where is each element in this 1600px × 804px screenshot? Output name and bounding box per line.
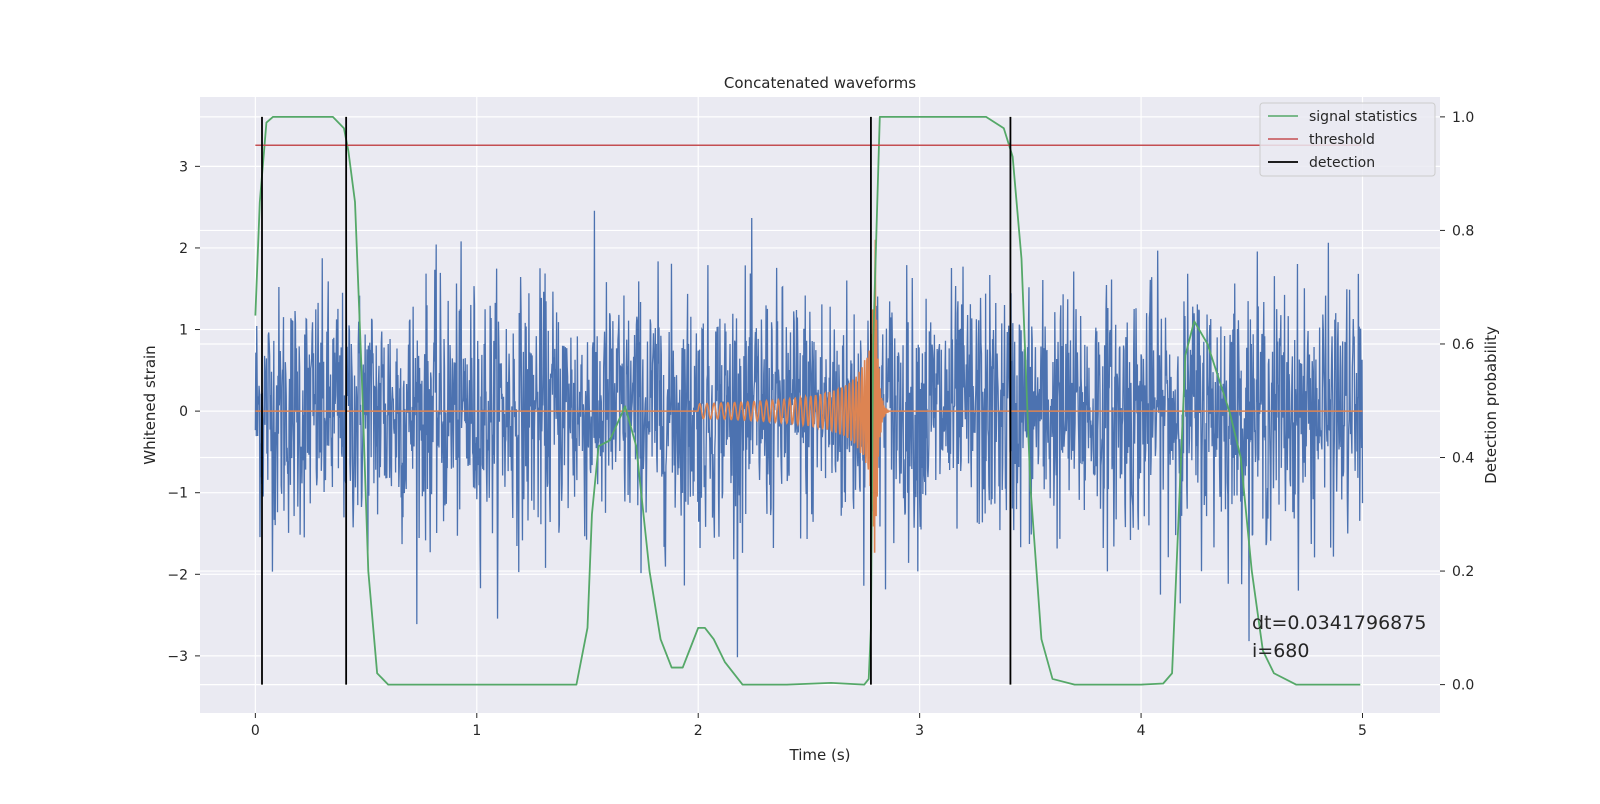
y2-tick-label: 0.8 (1452, 223, 1474, 239)
legend-label-detection: detection (1309, 155, 1375, 171)
legend-label-signal-statistics: signal statistics (1309, 109, 1417, 125)
annotation-line-1: dt=0.0341796875 (1252, 612, 1426, 634)
annotation-text: dt=0.0341796875 i=680 (1252, 612, 1433, 662)
x-tick-label: 2 (694, 723, 703, 739)
signal-statistics-line (254, 115, 1361, 686)
y2-tick-label: 0.6 (1452, 337, 1474, 353)
x-axis-label: Time (s) (789, 746, 851, 764)
x-tick-label: 4 (1137, 723, 1146, 739)
x-tick-label: 0 (251, 723, 260, 739)
y-tick-label: −2 (167, 567, 188, 583)
y-tick-label: 2 (179, 241, 188, 257)
y2-tick-label: 1.0 (1452, 110, 1474, 126)
y-tick-label: 3 (179, 159, 188, 175)
y2-axis-label: Detection probability (1482, 326, 1500, 484)
x-tick-label: 3 (915, 723, 924, 739)
y2-tick-label: 0.2 (1452, 564, 1474, 580)
y-tick-label: 0 (179, 404, 188, 420)
annotation-line-2: i=680 (1252, 640, 1309, 662)
x-tick-label: 5 (1358, 723, 1367, 739)
y-tick-label: −1 (167, 486, 188, 502)
y-tick-label: −3 (167, 649, 188, 665)
y-axis-label: Whitened strain (141, 345, 159, 464)
y2-tick-label: 0.0 (1452, 678, 1474, 694)
legend: signal statistics threshold detection (1259, 102, 1436, 177)
x-tick-label: 1 (472, 723, 481, 739)
chart-title: Concatenated waveforms (724, 74, 916, 92)
legend-label-threshold: threshold (1309, 132, 1375, 148)
y-tick-label: 1 (179, 323, 188, 339)
y2-tick-label: 0.4 (1452, 451, 1474, 467)
legend-box (1259, 102, 1436, 177)
axis-layer: 0 1 2 3 4 5 3 2 1 0 −1 −2 −3 1.0 0.8 0.6 0.4 0.2 0.0 (167, 110, 1474, 739)
chirp-series-line (255, 239, 1363, 553)
noise-series-line (254, 210, 1364, 658)
data-layer (254, 115, 1364, 686)
